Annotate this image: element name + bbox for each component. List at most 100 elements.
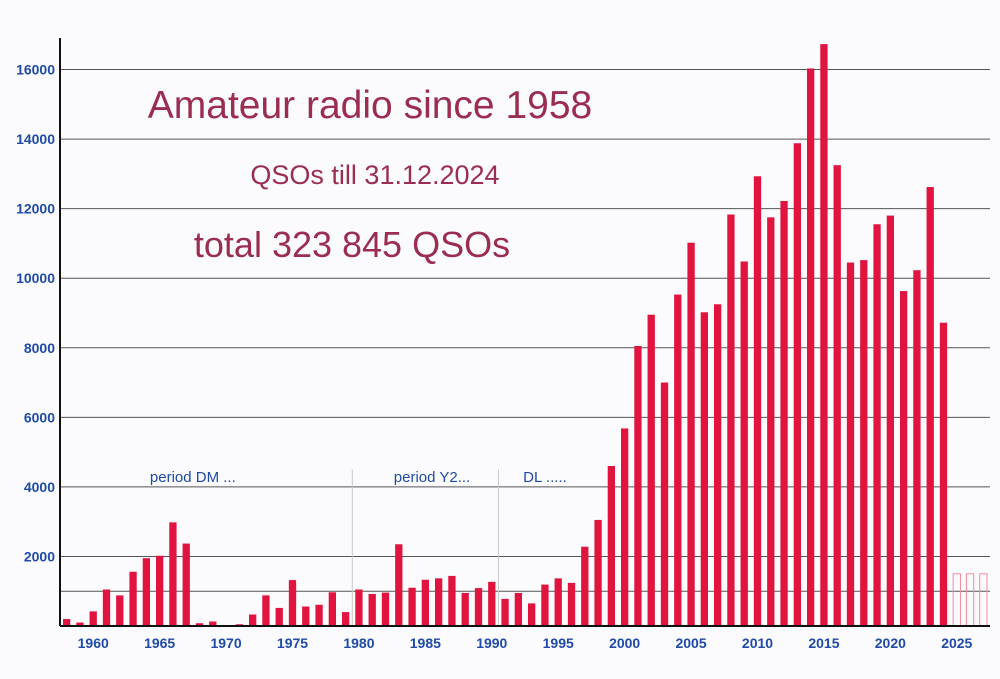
period-label-1: period Y2... [394, 469, 470, 486]
x-tick-1985: 1985 [410, 635, 441, 651]
bar-1974 [275, 607, 283, 626]
bar-1961 [102, 589, 111, 626]
bar-1958 [62, 619, 71, 626]
bar-2023 [926, 187, 934, 627]
x-tick-2015: 2015 [808, 635, 839, 651]
bar-2011 [767, 217, 775, 626]
bar-1998 [594, 519, 602, 626]
bar-1981 [368, 594, 376, 626]
bar-2003 [660, 382, 669, 626]
chart-subtitle: QSOs till 31.12.2024 [250, 160, 499, 190]
bar-1982 [381, 592, 390, 626]
bar-1978 [328, 592, 337, 626]
bar-1966 [169, 522, 177, 626]
bar-1985 [421, 579, 430, 626]
bar-2022 [913, 270, 921, 626]
x-tick-1965: 1965 [144, 635, 175, 651]
y-tick-6000: 6000 [24, 409, 55, 425]
bar-1987 [448, 575, 456, 626]
bar-1960 [89, 611, 97, 626]
x-tick-2020: 2020 [875, 635, 906, 651]
bar-1973 [262, 595, 270, 626]
bar-1983 [395, 544, 403, 626]
y-tick-14000: 14000 [16, 131, 55, 147]
y-tick-16000: 16000 [16, 62, 55, 78]
bar-1976 [302, 606, 310, 626]
bar-2010 [753, 176, 762, 626]
bar-1991 [501, 598, 509, 626]
bar-1999 [607, 466, 616, 626]
y-tick-labels: 2000 4000 6000 8000 10000 12000 14000 16000 [16, 62, 55, 565]
bar-1979 [341, 612, 350, 626]
bar-1967 [182, 543, 190, 626]
bar-2002 [647, 314, 655, 626]
x-tick-1980: 1980 [343, 635, 374, 651]
placeholder-bar-2027 [979, 573, 988, 627]
bar-1975 [288, 580, 297, 626]
bar-2005 [687, 242, 695, 626]
bar-2024 [939, 322, 948, 626]
bars [62, 44, 948, 627]
bar-1968 [195, 623, 204, 626]
period-label-0: period DM ... [150, 469, 236, 486]
x-tick-1990: 1990 [476, 635, 507, 651]
bar-2013 [793, 143, 802, 626]
x-tick-1995: 1995 [543, 635, 574, 651]
x-tick-1975: 1975 [277, 635, 308, 651]
bar-2012 [780, 200, 788, 626]
bar-2017 [846, 262, 855, 626]
bar-2016 [833, 165, 841, 626]
chart-title: Amateur radio since 1958 [148, 84, 592, 127]
x-tick-2005: 2005 [675, 635, 706, 651]
bar-1988 [461, 592, 469, 626]
bar-1996 [567, 582, 576, 626]
bar-1997 [581, 546, 589, 626]
x-tick-2000: 2000 [609, 635, 640, 651]
gridlines [60, 69, 990, 592]
y-tick-8000: 8000 [24, 340, 55, 356]
x-tick-1960: 1960 [78, 635, 109, 651]
placeholder-bar-2026 [965, 573, 975, 627]
placeholder-bar-2025 [952, 573, 961, 627]
x-tick-2025: 2025 [941, 635, 972, 651]
bar-2019 [873, 224, 881, 627]
bar-1995 [554, 578, 562, 626]
y-tick-10000: 10000 [16, 270, 55, 286]
bar-2007 [713, 304, 722, 626]
y-tick-12000: 12000 [16, 201, 55, 217]
y-tick-4000: 4000 [24, 479, 55, 495]
bar-2004 [674, 294, 682, 626]
bar-2021 [899, 291, 908, 626]
period-label-2: DL ..... [523, 469, 567, 486]
total-qso-label: total 323 845 QSOs [194, 224, 510, 265]
bar-2006 [700, 312, 709, 626]
bar-1972 [248, 614, 257, 626]
bar-1962 [116, 595, 124, 626]
bar-2001 [634, 346, 642, 626]
bar-1993 [527, 603, 536, 626]
bar-1980 [355, 589, 363, 626]
bar-2018 [860, 260, 868, 626]
y-tick-2000: 2000 [24, 548, 55, 564]
bar-2008 [727, 214, 735, 626]
bar-1969 [209, 621, 217, 626]
bar-1984 [408, 587, 416, 626]
bar-2020 [886, 215, 895, 627]
period-dividers [351, 469, 499, 626]
bar-1963 [129, 571, 137, 626]
bar-2000 [620, 428, 629, 626]
bar-1994 [541, 584, 549, 626]
bar-1986 [434, 578, 443, 626]
bar-1989 [474, 588, 483, 626]
period-labels: period DM ... period Y2... DL ..... [150, 469, 567, 486]
bar-1959 [76, 622, 84, 626]
bar-2015 [820, 44, 828, 627]
future-placeholder-bars [952, 573, 988, 627]
x-tick-1970: 1970 [210, 635, 241, 651]
bar-1992 [514, 592, 523, 626]
x-tick-labels: 1960 1965 1970 1975 1980 1985 1990 1995 2000 2005… [78, 635, 973, 651]
bar-1965 [155, 555, 164, 626]
x-tick-2010: 2010 [742, 635, 773, 651]
bar-1990 [488, 581, 496, 626]
